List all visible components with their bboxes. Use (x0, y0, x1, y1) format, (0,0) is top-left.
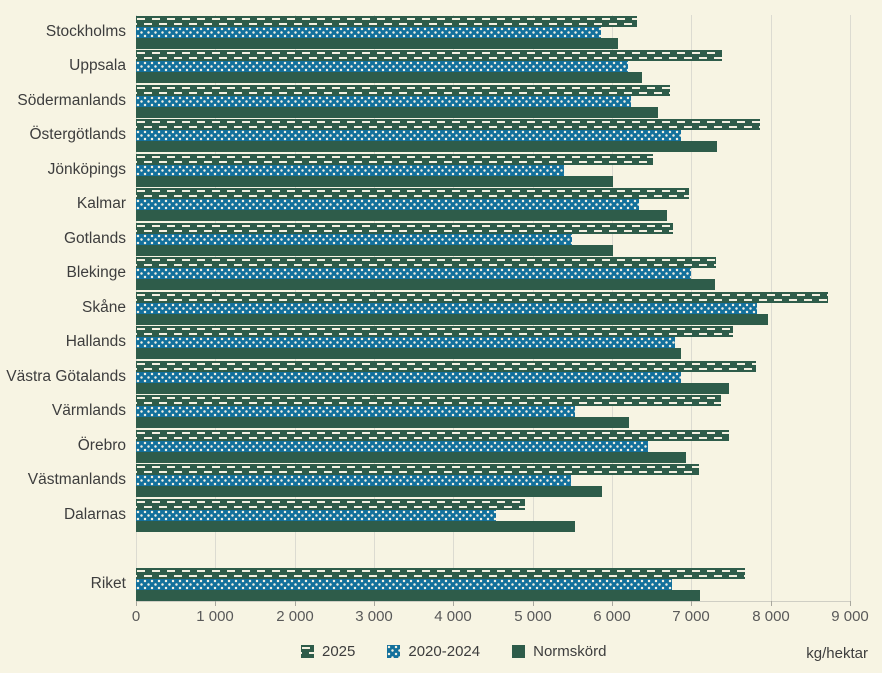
x-tick-label: 1 000 (196, 608, 234, 625)
unit-label: kg/hektar (806, 645, 868, 662)
bar-riket-2025 (136, 567, 746, 579)
bar-blekinge-2025 (136, 257, 716, 269)
legend-item-normskord: Normskörd (512, 643, 606, 660)
bar-uppsala-normsk-rd (136, 72, 643, 84)
axis-tick (612, 601, 613, 606)
bar-s-dermanlands-normsk-rd (136, 106, 658, 118)
x-tick-label: 0 (131, 608, 141, 625)
x-tick-label: 3 000 (355, 608, 393, 625)
bar--rebro-2020-2024 (136, 440, 648, 452)
axis-tick (850, 601, 851, 606)
legend-label-2025: 2025 (322, 643, 356, 660)
bar-v-rmlands-normsk-rd (136, 417, 629, 429)
legend-swatch-2025-icon (301, 645, 314, 658)
bar-gotlands-2020-2024 (136, 233, 572, 245)
bar-s-dermanlands-2020-2024 (136, 95, 631, 107)
legend-label-normskord: Normskörd (533, 643, 607, 660)
category-label-v-stra-g-talands: Västra Götalands (6, 367, 126, 385)
category-label-stockholms: Stockholms (45, 23, 126, 40)
bar-j-nk-pings-normsk-rd (136, 175, 613, 187)
category-label-s-dermanlands: Södermanlands (17, 91, 126, 109)
legend: 2025 2020-2024 Normskörd (301, 643, 606, 660)
bar-v-stmanlands-normsk-rd (136, 486, 602, 498)
category-label-gotlands: Gotlands (63, 229, 126, 247)
bar-riket-2020-2024 (136, 578, 673, 590)
bar-kalmar-2020-2024 (136, 199, 639, 211)
plot-area (136, 15, 851, 606)
axis-tick (691, 601, 692, 606)
bar-uppsala-2020-2024 (136, 61, 628, 73)
bar-gotlands-2025 (136, 222, 674, 234)
x-tick-label: 4 000 (434, 608, 472, 625)
bar-v-stmanlands-2025 (136, 464, 699, 476)
bar-blekinge-normsk-rd (136, 279, 716, 291)
bar-hallands-normsk-rd (136, 348, 681, 360)
bar-stockholms-2025 (136, 16, 637, 27)
bar-kalmar-2025 (136, 188, 689, 200)
axis-tick (453, 601, 454, 606)
bar-sk-ne-2020-2024 (136, 302, 758, 314)
x-tick-label: 7 000 (672, 608, 710, 625)
axis-tick (215, 601, 216, 606)
x-tick-label: 8 000 (752, 608, 790, 625)
bar-kalmar-normsk-rd (136, 210, 667, 222)
axis-tick (533, 601, 534, 606)
bar--rebro-2025 (136, 429, 730, 441)
category-label-kalmar: Kalmar (76, 195, 126, 213)
bar-stockholms-normsk-rd (136, 38, 619, 49)
bar-v-rmlands-2025 (136, 395, 721, 407)
legend-swatch-normskord-icon (512, 645, 526, 658)
category-label-sk-ne: Skåne (82, 298, 126, 316)
category-label-dalarnas: Dalarnas (63, 505, 126, 523)
axis-tick (771, 601, 772, 606)
category-label-v-rmlands: Värmlands (51, 402, 126, 420)
category-label-uppsala: Uppsala (69, 57, 126, 75)
bar-v-stmanlands-2020-2024 (136, 475, 571, 487)
axis-tick (136, 601, 137, 606)
bar-v-stra-g-talands-2020-2024 (136, 371, 681, 383)
bar-v-stra-g-talands-normsk-rd (136, 382, 730, 394)
bar--sterg-tlands-2020-2024 (136, 130, 681, 142)
category-label-blekinge: Blekinge (66, 264, 126, 282)
bar-uppsala-2025 (136, 50, 722, 62)
bar-gotlands-normsk-rd (136, 244, 613, 256)
x-tick-label: 2 000 (276, 608, 314, 625)
bar--rebro-normsk-rd (136, 451, 686, 463)
category-label-j-nk-pings: Jönköpings (47, 160, 126, 178)
bar-v-rmlands-2020-2024 (136, 406, 575, 418)
bar-stockholms-2020-2024 (136, 27, 601, 38)
bar-dalarnas-normsk-rd (136, 520, 575, 532)
bar-j-nk-pings-2025 (136, 153, 654, 165)
bar-riket-normsk-rd (136, 589, 701, 601)
legend-item-2025: 2025 (301, 643, 355, 660)
axis-tick (295, 601, 296, 606)
bar-v-stra-g-talands-2025 (136, 360, 757, 372)
gridline (771, 15, 772, 601)
legend-swatch-2020-2024-icon (387, 645, 401, 658)
bar-j-nk-pings-2020-2024 (136, 164, 565, 176)
bar--sterg-tlands-normsk-rd (136, 141, 717, 153)
x-tick-label: 9 000 (831, 608, 869, 625)
bar-hallands-2020-2024 (136, 337, 675, 349)
bar-blekinge-2020-2024 (136, 268, 692, 280)
bar-dalarnas-2020-2024 (136, 509, 497, 521)
bar-sk-ne-2025 (136, 291, 828, 303)
bar-dalarnas-2025 (136, 498, 525, 510)
category-label--sterg-tlands: Östergötlands (29, 126, 127, 144)
bar-s-dermanlands-2025 (136, 84, 670, 96)
category-label-hallands: Hallands (65, 333, 126, 351)
axis-tick (374, 601, 375, 606)
x-tick-label: 6 000 (593, 608, 631, 625)
x-tick-label: 5 000 (514, 608, 552, 625)
bar--sterg-tlands-2025 (136, 119, 760, 131)
category-label-riket: Riket (90, 574, 126, 592)
legend-item-2020-2024: 2020-2024 (387, 643, 480, 660)
category-label-v-stmanlands: Västmanlands (27, 471, 126, 489)
gridline (850, 15, 851, 601)
legend-label-2020-2024: 2020-2024 (408, 643, 481, 660)
bar-sk-ne-normsk-rd (136, 313, 768, 325)
category-label--rebro: Örebro (77, 436, 126, 454)
bar-hallands-2025 (136, 326, 733, 338)
